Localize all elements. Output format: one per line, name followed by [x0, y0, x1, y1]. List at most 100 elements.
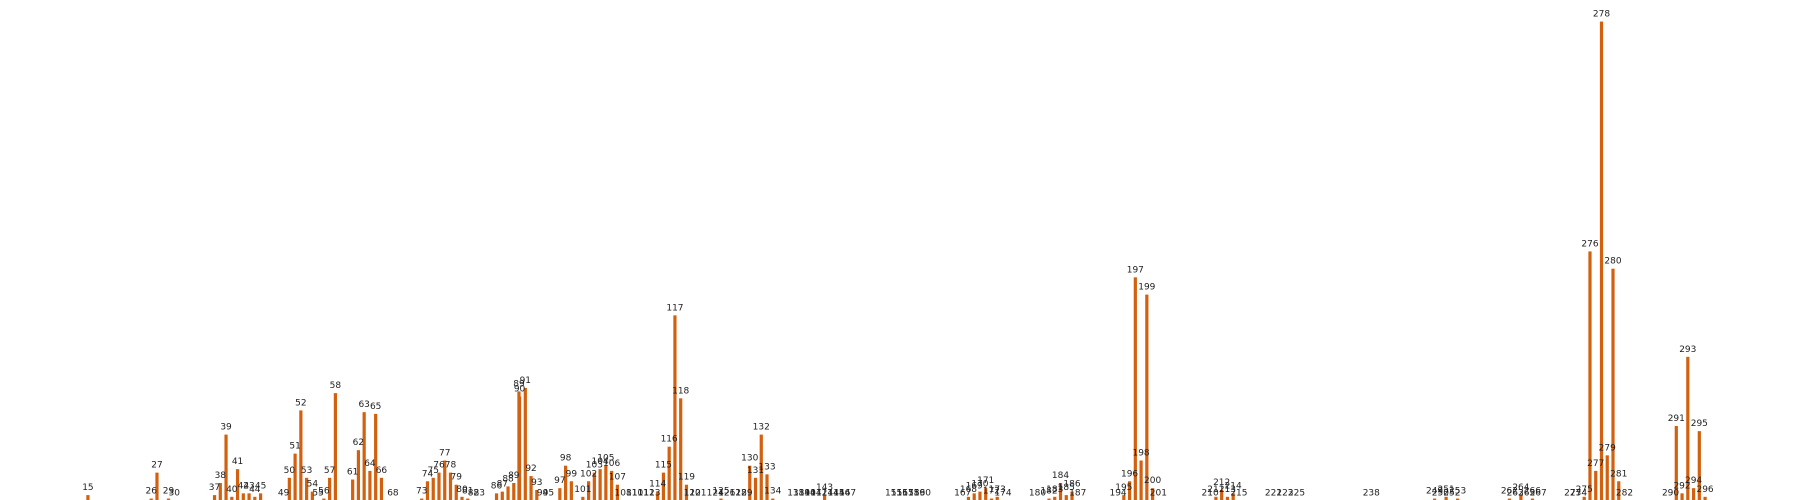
bar-label-279: 279 — [1599, 443, 1616, 453]
bar-label-55: 55 — [312, 488, 323, 498]
bar-293 — [1686, 356, 1690, 500]
bar-label-115: 115 — [655, 461, 672, 471]
bar-label-57: 57 — [324, 466, 335, 476]
bar-196 — [1127, 481, 1132, 500]
bar-label-126: 126 — [718, 488, 735, 498]
bar-131 — [753, 477, 758, 500]
bar-15 — [86, 495, 90, 500]
bar-81 — [466, 498, 470, 500]
bar-171 — [984, 488, 988, 500]
bar-102 — [587, 481, 591, 500]
bar-41 — [235, 469, 240, 500]
bar-label-196: 196 — [1121, 469, 1138, 479]
bar-label-197: 197 — [1127, 265, 1144, 275]
bar-89 — [512, 482, 516, 500]
bar-125 — [719, 498, 723, 500]
bar-197 — [1133, 277, 1137, 500]
bar-168 — [966, 496, 971, 500]
bar-label-238: 238 — [1363, 488, 1380, 498]
bar-label-147: 147 — [839, 488, 856, 498]
bar-label-63: 63 — [358, 400, 369, 410]
bar-169 — [972, 493, 976, 500]
bar-213 — [1225, 496, 1230, 500]
bar-115 — [661, 472, 666, 500]
bar-99 — [569, 481, 573, 500]
bar-label-168: 168 — [960, 485, 977, 495]
bar-label-223: 223 — [1276, 488, 1293, 498]
bar-label-144: 144 — [822, 488, 839, 498]
bar-label-187: 187 — [1069, 488, 1086, 498]
bar-61 — [351, 479, 355, 500]
bar-label-290: 290 — [1662, 488, 1679, 498]
bar-label-213: 213 — [1219, 485, 1236, 495]
bar-label-98: 98 — [560, 454, 572, 464]
bar-89 — [517, 391, 521, 500]
bars-layer — [86, 21, 1707, 500]
bar-label-78: 78 — [445, 461, 457, 471]
bar-label-221: 221 — [1265, 488, 1282, 498]
bar-label-86: 86 — [491, 481, 503, 491]
bar-label-97: 97 — [554, 476, 565, 486]
bar-214 — [1231, 493, 1235, 500]
bar-label-89: 89 — [513, 379, 525, 389]
bar-label-125: 125 — [712, 487, 729, 497]
bar-77 — [443, 460, 447, 500]
bar-label-252: 252 — [1443, 488, 1460, 498]
bar-198 — [1139, 460, 1143, 500]
bar-label-74: 74 — [422, 469, 434, 479]
bar-label-56: 56 — [318, 487, 330, 497]
bar-294 — [1691, 488, 1696, 500]
bar-80 — [460, 496, 464, 500]
bar-label-73: 73 — [416, 487, 427, 497]
bar-label-173: 173 — [989, 485, 1006, 495]
bar-label-167: 167 — [954, 488, 971, 498]
bar-label-184: 184 — [1052, 471, 1069, 481]
bar-132 — [759, 434, 763, 500]
bar-251 — [1444, 496, 1448, 500]
bar-label-182: 182 — [1040, 487, 1057, 497]
bar-label-110: 110 — [626, 488, 643, 498]
bar-label-215: 215 — [1230, 488, 1247, 498]
bar-label-251: 251 — [1438, 485, 1455, 495]
bar-label-108: 108 — [615, 488, 632, 498]
bar-51 — [293, 453, 297, 500]
bar-label-280: 280 — [1604, 257, 1621, 267]
bar-label-211: 211 — [1207, 485, 1224, 495]
bar-label-54: 54 — [307, 480, 319, 490]
bar-label-121: 121 — [689, 488, 706, 498]
bar-186 — [1070, 491, 1074, 500]
bar-label-185: 185 — [1058, 483, 1075, 493]
bar-label-37: 37 — [209, 483, 220, 493]
bar-label-39: 39 — [220, 423, 232, 433]
bar-173 — [995, 496, 999, 500]
bar-label-75: 75 — [428, 466, 439, 476]
bar-29 — [166, 498, 171, 500]
bar-label-275: 275 — [1576, 485, 1593, 495]
bar-label-42: 42 — [238, 481, 249, 491]
bar-38 — [218, 482, 222, 500]
bar-label-99: 99 — [566, 469, 578, 479]
bar-212 — [1220, 489, 1224, 500]
bar-130 — [748, 465, 752, 500]
bar-281 — [1617, 481, 1621, 500]
bar-134 — [771, 498, 775, 500]
bar-73 — [420, 498, 424, 500]
bar-44 — [253, 496, 257, 500]
bar-label-79: 79 — [451, 473, 463, 483]
bar-label-66: 66 — [376, 466, 388, 476]
bar-label-91: 91 — [520, 376, 531, 386]
bar-86 — [494, 493, 499, 500]
bar-50 — [287, 477, 291, 500]
bar-label-170: 170 — [971, 480, 988, 490]
bar-37 — [212, 495, 217, 500]
bar-label-105: 105 — [597, 454, 614, 464]
bar-label-250: 250 — [1432, 488, 1449, 498]
bar-label-293: 293 — [1679, 345, 1696, 355]
bar-64 — [368, 470, 372, 500]
bar-label-294: 294 — [1685, 476, 1702, 486]
bar-label-214: 214 — [1225, 481, 1242, 491]
bar-75 — [431, 477, 435, 500]
bar-56 — [322, 498, 326, 500]
bar-label-15: 15 — [82, 483, 93, 493]
